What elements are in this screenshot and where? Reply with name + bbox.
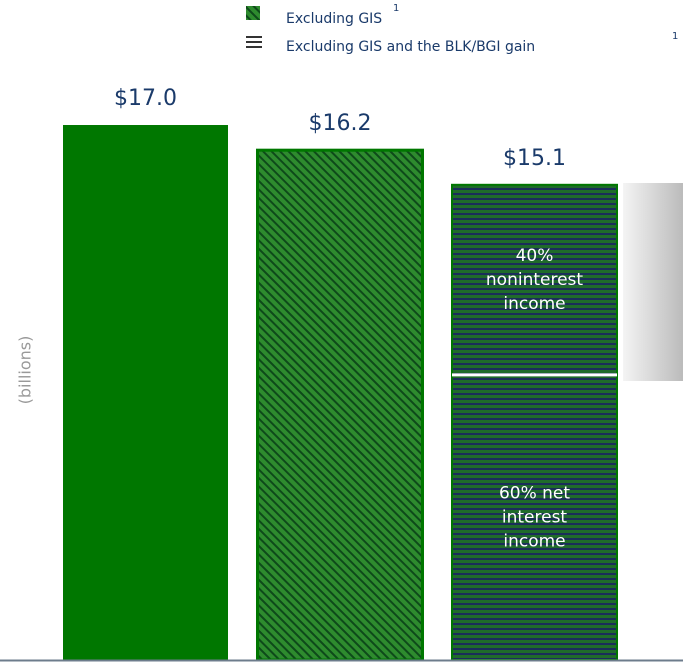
segment-label: 40% xyxy=(516,246,554,266)
bar-segment xyxy=(451,373,618,661)
bar xyxy=(63,125,228,660)
segment-label: income xyxy=(503,294,565,314)
bar-segment xyxy=(451,183,618,376)
footnote-mark: 1 xyxy=(393,3,399,14)
value-label: $17.0 xyxy=(114,86,177,111)
segment-label: interest xyxy=(502,507,568,527)
segment-label: noninterest xyxy=(486,270,584,290)
segment-label: 60% net xyxy=(499,483,570,503)
legend-swatch xyxy=(246,36,262,48)
y-axis-label: (billions) xyxy=(16,336,35,405)
legend-swatch xyxy=(246,6,260,20)
footnote-mark: 1 xyxy=(672,31,678,42)
legend-text: Excluding GIS and the BLK/BGI gain xyxy=(286,39,535,55)
segment-label: income xyxy=(503,531,565,551)
value-label: $16.2 xyxy=(309,111,372,136)
bar xyxy=(256,148,424,662)
side-panel xyxy=(623,183,683,381)
value-label: $15.1 xyxy=(503,146,566,171)
legend: Excluding GIS 1 Excluding GIS and the BL… xyxy=(246,3,678,55)
legend-text: Excluding GIS xyxy=(286,11,382,27)
